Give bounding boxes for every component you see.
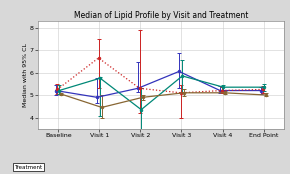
Title: Median of Lipid Profile by Visit and Treatment: Median of Lipid Profile by Visit and Tre… xyxy=(74,11,248,20)
Y-axis label: Median with 95% CL: Median with 95% CL xyxy=(23,43,28,107)
Text: Treatment: Treatment xyxy=(14,165,43,169)
